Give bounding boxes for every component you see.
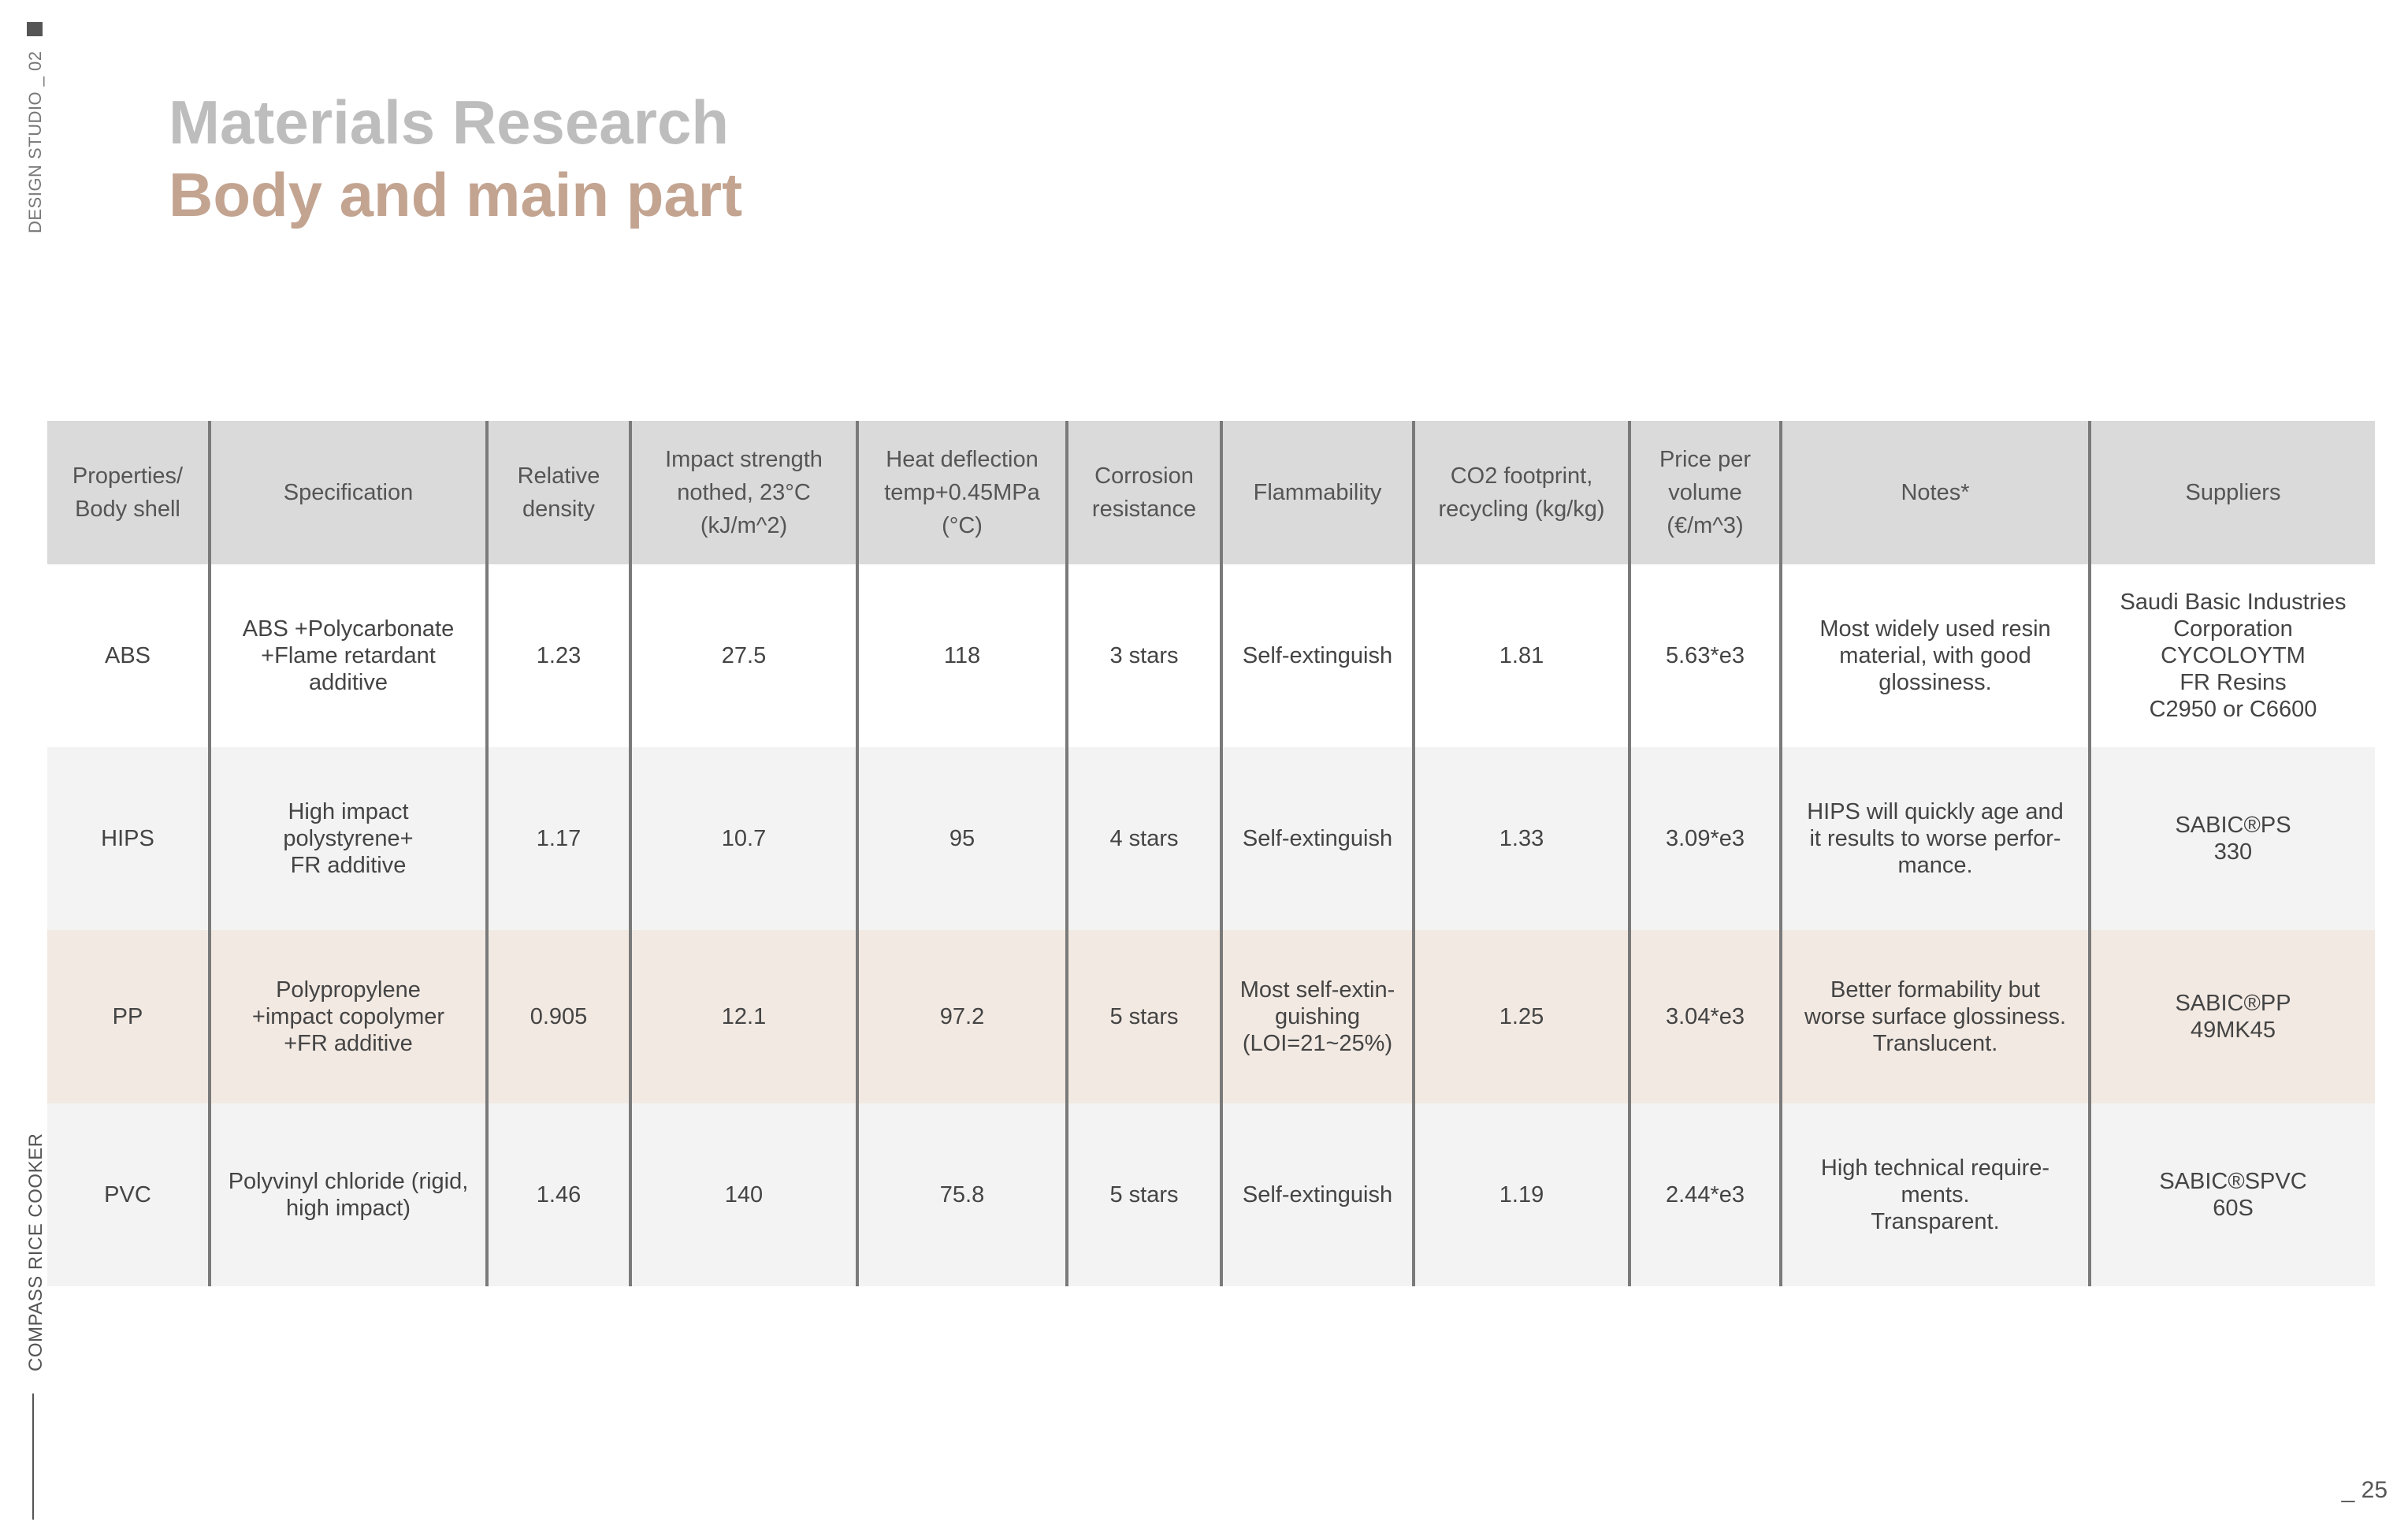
table-row: ABS ABS +Polycarbonate +Flame retardant … — [47, 564, 2375, 747]
header-cell-heat: Heat deflection temp+0.45MPa (°C) — [856, 421, 1067, 564]
cell-flammability: Most self-extin- guishing (LOI=21~25%) — [1220, 930, 1414, 1103]
cell-material: PVC — [47, 1103, 210, 1286]
cell-specification: ABS +Polycarbonate +Flame retardant addi… — [208, 564, 487, 747]
cell-co2: 1.25 — [1412, 930, 1629, 1103]
side-label-top: DESIGN STUDIO _ 02 — [17, 19, 65, 240]
cell-density: 1.23 — [485, 564, 630, 747]
table-row: PP Polypropylene +impact copolymer +FR a… — [47, 930, 2375, 1103]
cell-co2: 1.33 — [1412, 747, 1629, 930]
cell-density: 0.905 — [485, 930, 630, 1103]
side-marker-square — [27, 22, 43, 36]
cell-price: 3.04*e3 — [1628, 930, 1781, 1103]
side-label-top-text: DESIGN STUDIO _ 02 — [25, 50, 45, 233]
cell-notes: HIPS will quickly age and it results to … — [1779, 747, 2090, 930]
side-label-bottom-text: COMPASS RICE COOKER — [25, 1133, 46, 1371]
cell-corrosion: 3 stars — [1065, 564, 1221, 747]
cell-flammability: Self-extinguish — [1220, 564, 1414, 747]
cell-corrosion: 4 stars — [1065, 747, 1221, 930]
side-label-bottom: COMPASS RICE COOKER — [17, 1133, 65, 1520]
side-divider-line — [32, 1393, 34, 1520]
page-number: _ 25 — [2341, 1477, 2388, 1503]
cell-heat: 95 — [856, 747, 1067, 930]
header-cell-density: Relative density — [485, 421, 630, 564]
cell-flammability: Self-extinguish — [1220, 747, 1414, 930]
cell-specification: Polyvinyl chloride (rigid, high impact) — [208, 1103, 487, 1286]
cell-material: ABS — [47, 564, 210, 747]
cell-density: 1.17 — [485, 747, 630, 930]
table-header-row: Properties/ Body shell Specification Rel… — [47, 421, 2375, 564]
cell-suppliers: SABIC®PP 49MK45 — [2088, 930, 2375, 1103]
cell-specification: High impact polystyrene+ FR additive — [208, 747, 487, 930]
header-cell-price: Price per volume (€/m^3) — [1628, 421, 1781, 564]
cell-corrosion: 5 stars — [1065, 930, 1221, 1103]
cell-notes: Most widely used resin material, with go… — [1779, 564, 2090, 747]
header-cell-properties: Properties/ Body shell — [47, 421, 210, 564]
header-cell-suppliers: Suppliers — [2088, 421, 2375, 564]
cell-heat: 118 — [856, 564, 1067, 747]
cell-co2: 1.19 — [1412, 1103, 1629, 1286]
cell-price: 2.44*e3 — [1628, 1103, 1781, 1286]
cell-impact: 140 — [629, 1103, 857, 1286]
materials-table: Properties/ Body shell Specification Rel… — [47, 421, 2375, 1286]
cell-impact: 12.1 — [629, 930, 857, 1103]
cell-heat: 75.8 — [856, 1103, 1067, 1286]
cell-density: 1.46 — [485, 1103, 630, 1286]
cell-material: HIPS — [47, 747, 210, 930]
page-title: Materials Research — [169, 87, 730, 157]
cell-suppliers: Saudi Basic Industries Corporation CYCOL… — [2088, 564, 2375, 747]
cell-specification: Polypropylene +impact copolymer +FR addi… — [208, 930, 487, 1103]
cell-suppliers: SABIC®PS 330 — [2088, 747, 2375, 930]
header-cell-impact: Impact strength nothed, 23°C (kJ/m^2) — [629, 421, 857, 564]
cell-impact: 10.7 — [629, 747, 857, 930]
header-cell-corrosion: Corrosion resistance — [1065, 421, 1221, 564]
cell-corrosion: 5 stars — [1065, 1103, 1221, 1286]
cell-co2: 1.81 — [1412, 564, 1629, 747]
header-cell-specification: Specification — [208, 421, 487, 564]
cell-notes: Better formability but worse surface glo… — [1779, 930, 2090, 1103]
table-row: HIPS High impact polystyrene+ FR additiv… — [47, 747, 2375, 930]
page-subtitle: Body and main part — [169, 160, 743, 229]
header-cell-co2: CO2 footprint, recycling (kg/kg) — [1412, 421, 1629, 564]
cell-heat: 97.2 — [856, 930, 1067, 1103]
header-cell-notes: Notes* — [1779, 421, 2090, 564]
cell-suppliers: SABIC®SPVC 60S — [2088, 1103, 2375, 1286]
cell-flammability: Self-extinguish — [1220, 1103, 1414, 1286]
cell-price: 3.09*e3 — [1628, 747, 1781, 930]
cell-notes: High technical require- ments. Transpare… — [1779, 1103, 2090, 1286]
cell-price: 5.63*e3 — [1628, 564, 1781, 747]
table-row: PVC Polyvinyl chloride (rigid, high impa… — [47, 1103, 2375, 1286]
cell-impact: 27.5 — [629, 564, 857, 747]
cell-material: PP — [47, 930, 210, 1103]
header-cell-flammability: Flammability — [1220, 421, 1414, 564]
